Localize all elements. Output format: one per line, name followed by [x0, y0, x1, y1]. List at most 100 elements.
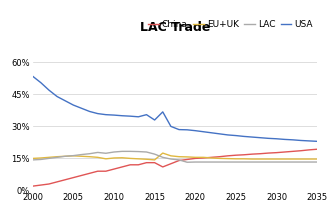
EU+UK: [63, 155, 67, 158]
Line: EU+UK: EU+UK: [33, 153, 317, 160]
LAC: [185, 161, 189, 164]
China: [315, 148, 319, 151]
LAC: [79, 153, 83, 156]
LAC: [39, 158, 43, 161]
USA: [31, 75, 35, 78]
China: [177, 159, 181, 162]
LAC: [283, 161, 287, 163]
EU+UK: [193, 156, 197, 159]
LAC: [210, 161, 214, 163]
EU+UK: [177, 155, 181, 158]
EU+UK: [307, 158, 311, 160]
EU+UK: [88, 155, 92, 158]
USA: [79, 107, 83, 110]
USA: [145, 113, 148, 116]
USA: [112, 114, 116, 116]
LAC: [193, 161, 197, 163]
USA: [201, 130, 205, 133]
USA: [55, 95, 59, 98]
USA: [210, 131, 214, 134]
China: [88, 172, 92, 175]
China: [112, 168, 116, 170]
China: [120, 166, 124, 168]
China: [145, 161, 148, 164]
LAC: [55, 156, 59, 159]
LAC: [307, 161, 311, 163]
USA: [177, 128, 181, 131]
USA: [226, 134, 230, 136]
China: [104, 170, 108, 172]
EU+UK: [161, 152, 165, 154]
USA: [307, 140, 311, 142]
USA: [63, 99, 67, 102]
EU+UK: [79, 155, 83, 158]
LAC: [234, 161, 238, 163]
LAC: [47, 157, 51, 160]
LAC: [145, 151, 148, 153]
Title: LAC Trade: LAC Trade: [140, 21, 210, 34]
EU+UK: [267, 158, 270, 160]
LAC: [177, 159, 181, 161]
USA: [120, 114, 124, 117]
China: [258, 152, 262, 155]
LAC: [299, 161, 303, 163]
USA: [218, 133, 222, 135]
EU+UK: [258, 158, 262, 160]
USA: [267, 137, 270, 140]
USA: [128, 115, 132, 118]
USA: [242, 135, 246, 138]
China: [136, 164, 140, 166]
EU+UK: [112, 157, 116, 159]
China: [201, 157, 205, 159]
LAC: [275, 161, 279, 163]
USA: [283, 138, 287, 141]
LAC: [63, 155, 67, 158]
EU+UK: [104, 157, 108, 160]
China: [55, 181, 59, 183]
LAC: [128, 150, 132, 153]
USA: [169, 125, 173, 128]
China: [299, 149, 303, 152]
LAC: [169, 158, 173, 160]
EU+UK: [275, 158, 279, 160]
USA: [88, 110, 92, 113]
China: [31, 185, 35, 187]
LAC: [104, 152, 108, 155]
EU+UK: [201, 156, 205, 159]
China: [193, 157, 197, 160]
USA: [161, 111, 165, 113]
LAC: [112, 151, 116, 153]
EU+UK: [226, 157, 230, 160]
China: [307, 149, 311, 151]
USA: [275, 138, 279, 140]
EU+UK: [120, 156, 124, 159]
EU+UK: [39, 157, 43, 159]
EU+UK: [291, 158, 295, 160]
China: [210, 156, 214, 159]
LAC: [315, 161, 319, 163]
EU+UK: [185, 155, 189, 158]
China: [79, 174, 83, 177]
LAC: [120, 150, 124, 153]
China: [218, 155, 222, 158]
EU+UK: [96, 156, 100, 159]
USA: [234, 134, 238, 137]
LAC: [242, 161, 246, 163]
Line: LAC: LAC: [33, 151, 317, 162]
LAC: [136, 150, 140, 153]
EU+UK: [136, 157, 140, 160]
USA: [258, 136, 262, 139]
EU+UK: [169, 155, 173, 157]
USA: [193, 129, 197, 132]
EU+UK: [128, 157, 132, 160]
China: [169, 162, 173, 165]
LAC: [161, 156, 165, 159]
EU+UK: [210, 157, 214, 159]
LAC: [88, 152, 92, 155]
USA: [315, 140, 319, 143]
Legend: China, EU+UK, LAC, USA: China, EU+UK, LAC, USA: [148, 20, 313, 29]
LAC: [201, 161, 205, 163]
China: [291, 150, 295, 153]
Line: China: China: [33, 149, 317, 186]
LAC: [250, 161, 254, 163]
